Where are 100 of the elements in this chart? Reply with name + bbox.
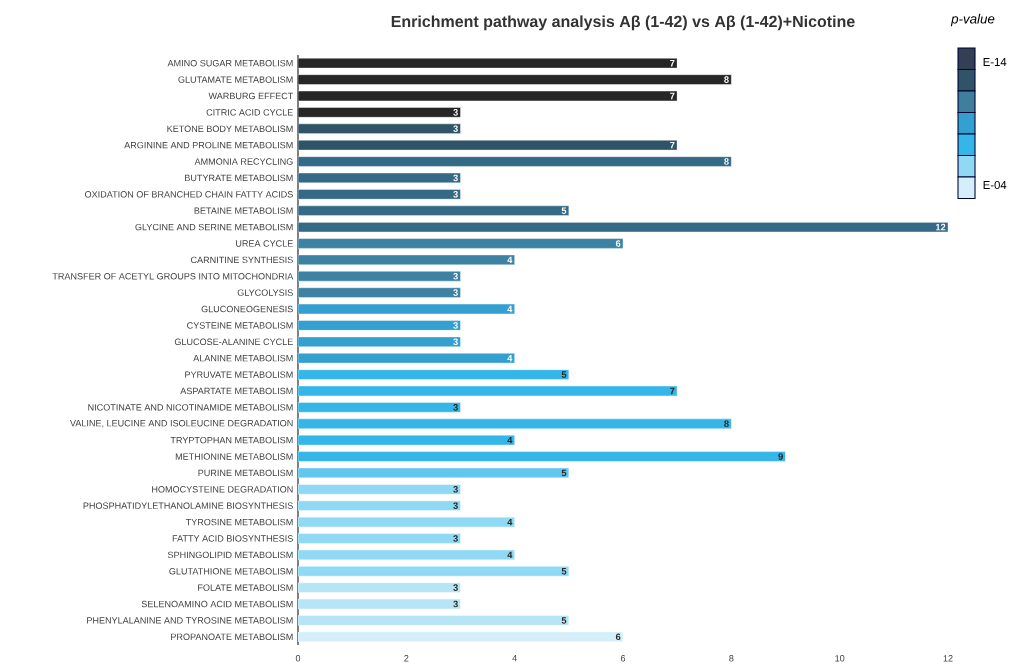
data-label: 3: [453, 322, 458, 329]
y-tick-label: SPHINGOLIPID METABOLISM: [167, 551, 293, 559]
y-tick-label: GLYCOLYSIS: [237, 289, 293, 296]
bar: [298, 107, 461, 118]
y-tick-label: BUTYRATE METABOLISM: [185, 174, 293, 182]
bar: [298, 303, 515, 315]
data-label: 4: [507, 305, 513, 313]
bar: [298, 435, 515, 446]
y-tick-label: GLUTATHIONE METABOLISM: [169, 568, 293, 575]
bar: [298, 615, 570, 626]
y-tick-label: UREA CYCLE: [236, 240, 293, 247]
y-tick-label: HOMOCYSTEINE DEGRADATION: [152, 486, 293, 493]
data-label: 5: [561, 568, 567, 575]
data-label: 7: [670, 387, 675, 395]
data-label: 6: [615, 633, 621, 641]
bar: [298, 516, 515, 528]
data-label: 3: [453, 404, 458, 411]
y-tick-label: GLYCINE AND SERINE METABOLISM: [135, 223, 293, 231]
bar: [298, 74, 732, 85]
x-tick-label: 0: [295, 655, 301, 662]
bar: [298, 418, 732, 429]
data-label: 5: [561, 207, 567, 214]
bar: [298, 238, 624, 249]
data-label: 3: [453, 174, 458, 182]
x-tick-label: 12: [943, 655, 953, 662]
data-label: 5: [561, 617, 567, 624]
bar: [298, 205, 570, 216]
data-label: 8: [724, 158, 729, 165]
y-tick-label: GLUCONEOGENESIS: [201, 305, 293, 313]
y-tick-label: TRANSFER OF ACETYL GROUPS INTO MITOCHONDRIA: [52, 273, 294, 280]
bar: [298, 336, 461, 347]
x-tick-label: 8: [729, 655, 734, 662]
y-tick-label: KETONE BODY METABOLISM: [167, 125, 293, 132]
y-tick-label: AMINO SUGAR METABOLISM: [167, 59, 293, 67]
y-tick-label: CITRIC ACID CYCLE: [206, 109, 293, 116]
bar: [298, 402, 461, 413]
data-label: 7: [670, 59, 675, 67]
bar: [298, 254, 515, 265]
data-label: 6: [615, 240, 621, 247]
y-tick-label: WARBURG EFFECT: [208, 92, 294, 100]
y-tick-label: SELENOAMINO ACID METABOLISM: [141, 600, 293, 608]
y-tick-label: ASPARTATE METABOLISM: [180, 387, 293, 395]
data-label: 3: [453, 125, 458, 133]
data-label: 4: [507, 256, 513, 264]
data-label: 4: [507, 354, 513, 362]
bar: [298, 369, 570, 380]
data-label: 3: [453, 191, 458, 198]
y-tick-label: CYSTEINE METABOLISM: [187, 322, 293, 329]
text: E-04: [983, 180, 1007, 189]
data-label: 4: [507, 518, 513, 526]
y-tick-label: PHOSPHATIDYLETHANOLAMINE BIOSYNTHESIS: [83, 502, 293, 509]
bar: [298, 271, 461, 282]
data-label: 7: [670, 141, 675, 149]
x-tick-label: 6: [620, 655, 626, 662]
legend-title: p-value: [950, 13, 995, 27]
data-label: 12: [935, 223, 946, 231]
data-label: 7: [670, 92, 675, 100]
data-label: 3: [453, 272, 458, 280]
data-label: 3: [453, 584, 458, 591]
x-tick-label: 10: [835, 655, 845, 662]
y-tick-label: OXIDATION OF BRANCHED CHAIN FATTY ACIDS: [85, 191, 293, 198]
bar: [298, 533, 461, 544]
y-tick-label: VALINE, LEUCINE AND ISOLEUCINE DEGRADATION: [69, 420, 293, 428]
y-tick-label: METHIONINE METABOLISM: [175, 453, 293, 460]
y-tick-label: GLUTAMATE METABOLISM: [178, 76, 293, 83]
y-tick-label: PURINE METABOLISM: [198, 469, 293, 477]
y-tick-label: AMMONIA RECYCLING: [194, 158, 293, 165]
bar: [298, 566, 570, 577]
bar: [298, 631, 624, 642]
data-label: 8: [724, 76, 729, 83]
data-label: 9: [778, 453, 783, 460]
y-tick-label: ALANINE METABOLISM: [193, 354, 293, 362]
data-label: 3: [453, 109, 458, 116]
x-tick-label: 4: [512, 655, 517, 662]
data-label: 5: [561, 469, 567, 477]
y-tick-label: GLUCOSE-ALANINE CYCLE: [174, 338, 293, 346]
data-label: 3: [453, 289, 458, 296]
data-label: 4: [507, 436, 513, 444]
bar: [298, 353, 515, 364]
data-label: 5: [561, 371, 567, 378]
data-label: 3: [453, 502, 458, 510]
y-tick-label: PHENYLALANINE AND TYROSINE METABOLISM: [87, 617, 293, 624]
bar: [298, 500, 461, 511]
y-tick-label: TYROSINE METABOLISM: [185, 518, 293, 526]
bar: [298, 598, 461, 610]
text: E-14: [983, 58, 1007, 66]
y-tick-label: ARGININE AND PROLINE METABOLISM: [124, 141, 293, 149]
data-label: 3: [453, 535, 458, 542]
chart-title: Enrichment pathway analysis Aβ (1-42) vs Aβ (1-42)+Nicotine: [391, 15, 855, 31]
x-tick-label: 2: [404, 655, 409, 662]
y-tick-label: BETAINE METABOLISM: [194, 207, 293, 214]
bar: [298, 467, 570, 479]
bar: [298, 172, 461, 184]
y-tick-label: PROPANOATE METABOLISM: [171, 633, 293, 641]
y-tick-label: NICOTINATE AND NICOTINAMIDE METABOLISM: [88, 404, 293, 411]
y-tick-label: PYRUVATE METABOLISM: [185, 371, 293, 378]
data-label: 3: [453, 600, 458, 608]
bar: [298, 320, 461, 331]
bar: [298, 549, 515, 560]
y-tick-label: FOLATE METABOLISM: [198, 584, 293, 591]
